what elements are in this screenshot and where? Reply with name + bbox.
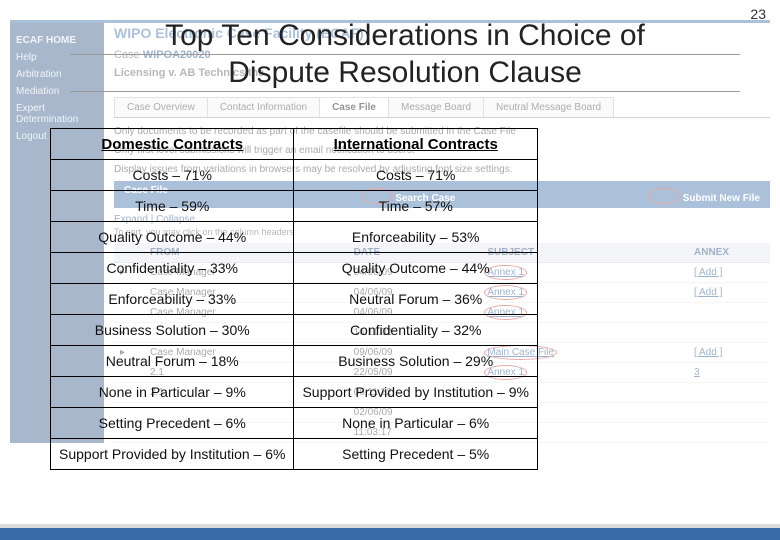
cell-annex: [ Add ] xyxy=(688,263,770,283)
comparison-cell: Quality Outcome – 44% xyxy=(294,253,537,284)
cell-annex xyxy=(688,323,770,343)
comparison-cell: Confidentiality – 32% xyxy=(294,315,537,346)
comparison-cell: None in Particular – 6% xyxy=(294,408,537,439)
header-domestic: Domestic Contracts xyxy=(51,129,294,160)
comparison-cell: Support Provided by Institution – 9% xyxy=(294,377,537,408)
comparison-cell: Neutral Forum – 36% xyxy=(294,284,537,315)
slide-title: Top Ten Considerations in Choice of Disp… xyxy=(70,18,740,92)
comparison-cell: Business Solution – 30% xyxy=(51,315,294,346)
cell-annex: 3 xyxy=(688,363,770,383)
col-annex: ANNEX xyxy=(688,243,770,263)
strip-right: Submit New File xyxy=(683,193,760,204)
bg-tab: Message Board xyxy=(388,97,484,117)
title-line-1: Top Ten Considerations in Choice of xyxy=(70,18,740,55)
comparison-cell: Costs – 71% xyxy=(294,160,537,191)
cell-annex xyxy=(688,383,770,403)
title-line-2: Dispute Resolution Clause xyxy=(70,55,740,92)
cell-annex: [ Add ] xyxy=(688,343,770,363)
comparison-cell: Enforceability – 53% xyxy=(294,222,537,253)
bg-tab: Case Overview xyxy=(114,97,208,117)
header-international: International Contracts xyxy=(294,129,537,160)
bg-tab: Neutral Message Board xyxy=(483,97,614,117)
comparison-cell: Neutral Forum – 18% xyxy=(51,346,294,377)
cell-annex xyxy=(688,403,770,423)
bg-tabs: Case Overview Contact Information Case F… xyxy=(114,97,770,118)
bg-tab-active: Case File xyxy=(319,97,389,117)
comparison-cell: Costs – 71% xyxy=(51,160,294,191)
sidebar-item: Expert Determination xyxy=(16,103,98,125)
cell-annex xyxy=(688,423,770,443)
cell-annex: [ Add ] xyxy=(688,283,770,303)
cell-annex xyxy=(688,303,770,323)
comparison-cell: Support Provided by Institution – 6% xyxy=(51,439,294,470)
comparison-cell: None in Particular – 9% xyxy=(51,377,294,408)
comparison-cell: Setting Precedent – 6% xyxy=(51,408,294,439)
comparison-cell: Confidentiality – 33% xyxy=(51,253,294,284)
comparison-table: Domestic Contracts International Contrac… xyxy=(50,128,538,470)
comparison-cell: Time – 59% xyxy=(51,191,294,222)
comparison-cell: Time – 57% xyxy=(294,191,537,222)
comparison-cell: Quality Outcome – 44% xyxy=(51,222,294,253)
comparison-cell: Business Solution – 29% xyxy=(294,346,537,377)
comparison-cell: Enforceability – 33% xyxy=(51,284,294,315)
bg-tab: Contact Information xyxy=(207,97,320,117)
page-number: 23 xyxy=(750,6,766,22)
comparison-cell: Setting Precedent – 5% xyxy=(294,439,537,470)
footer-bar xyxy=(0,528,780,540)
